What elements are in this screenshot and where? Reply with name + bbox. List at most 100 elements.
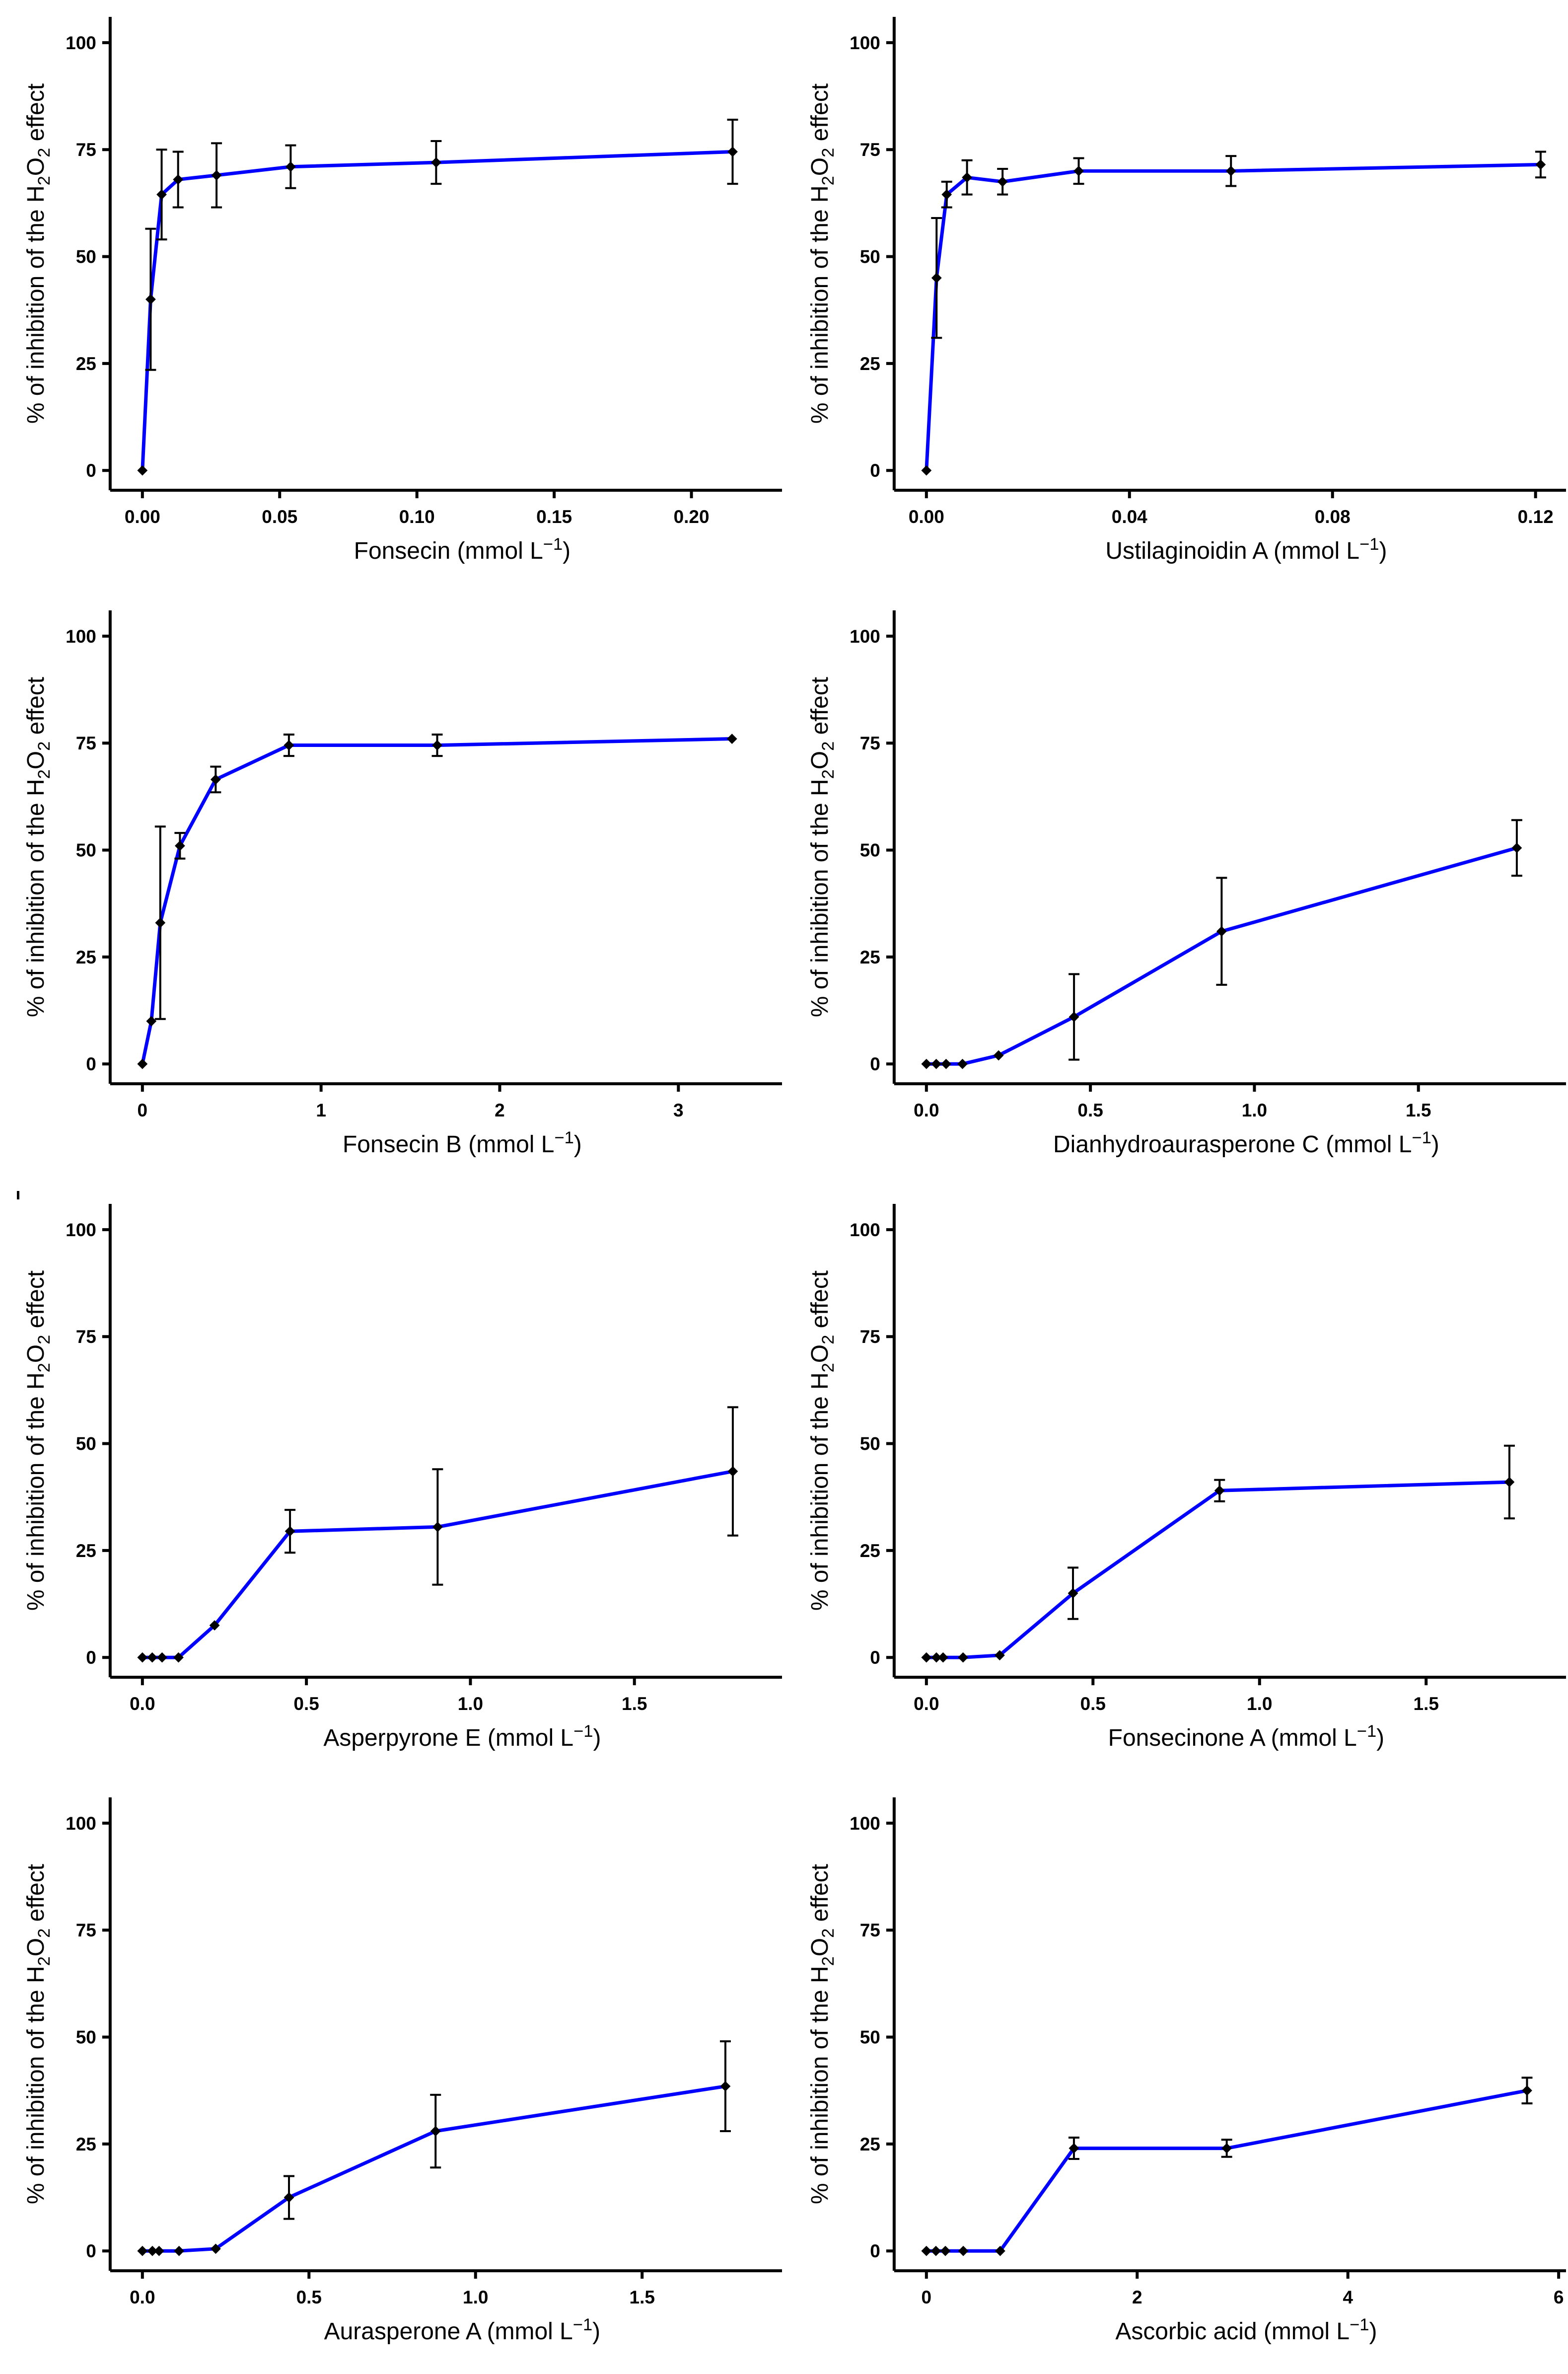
- y-tick-label: 25: [860, 1541, 880, 1561]
- x-tick-label: 1.5: [1406, 1100, 1431, 1120]
- x-tick-label: 0.5: [296, 2287, 322, 2307]
- y-axis-title: % of inhibition of the H2O2 effect: [23, 83, 54, 424]
- x-tick-label: 1.0: [463, 2287, 488, 2307]
- data-point: [173, 1652, 184, 1663]
- data-point: [284, 740, 294, 750]
- y-tick-label: 0: [870, 1054, 880, 1074]
- data-point: [284, 2192, 294, 2203]
- chart-panel-asperpyrone-e: 0 25 50 75 100 0.0 0.5 1.0 1.5 Asperpyrone E (mmo…: [0, 1187, 784, 1780]
- y-tick-label: 50: [860, 2027, 880, 2048]
- y-tick-label: 75: [860, 140, 880, 160]
- y-axis-title: % of inhibition of the H2O2 effect: [23, 1864, 54, 2204]
- y-tick-label: 100: [66, 626, 96, 647]
- y-tick-label: 25: [76, 354, 96, 374]
- x-tick-label: 0.0: [914, 1100, 939, 1120]
- x-tick-label: 0.5: [1080, 1694, 1106, 1714]
- data-point: [958, 2245, 969, 2256]
- data-line: [141, 737, 734, 1066]
- x-tick-label: 2: [1132, 2287, 1142, 2307]
- y-tick-label: 0: [86, 460, 96, 481]
- y-tick-label: 50: [76, 840, 96, 861]
- data-point: [147, 1652, 158, 1663]
- y-tick-label: 100: [850, 33, 880, 53]
- stray-mark: [17, 1191, 19, 1199]
- x-tick-label: 3: [673, 1100, 684, 1120]
- data-point: [1073, 165, 1084, 176]
- data-point: [432, 1522, 443, 1532]
- x-tick-label: 0.10: [399, 507, 435, 527]
- chart-ustilaginoidin-a: 0 25 50 75 100 0.00 0.04 0.08 0.12 Ustilaginoidin…: [807, 16, 1567, 564]
- x-tick-label: 0.08: [1315, 507, 1351, 527]
- data-point: [430, 2126, 441, 2137]
- chart-fonsecin-b: 0 25 50 75 100 0 1 2 3 Fonsecin B (mmol L−1) % of …: [23, 610, 783, 1158]
- data-point: [145, 294, 156, 305]
- data-point: [156, 189, 167, 200]
- x-tick-label: 0.15: [536, 507, 572, 527]
- data-point: [1069, 1012, 1079, 1022]
- y-tick-label: 75: [76, 1920, 96, 1940]
- y-tick-label: 100: [850, 626, 880, 647]
- x-tick-label: 0.05: [262, 507, 297, 527]
- data-point: [137, 465, 148, 476]
- data-point: [962, 172, 973, 183]
- data-point: [211, 170, 222, 181]
- chart-aurasperone-a: 0 25 50 75 100 0.0 0.5 1.0 1.5 Aurasperone A (mmo…: [23, 1797, 783, 2345]
- x-tick-label: 1.0: [458, 1694, 483, 1714]
- data-point: [210, 774, 221, 785]
- x-tick-label: 1.0: [1242, 1100, 1267, 1120]
- data-point: [153, 2245, 164, 2256]
- data-point: [1221, 2143, 1232, 2153]
- y-tick-label: 50: [860, 1434, 880, 1454]
- y-tick-label: 25: [860, 947, 880, 967]
- x-tick-label: 0.20: [674, 507, 710, 527]
- y-tick-label: 75: [76, 733, 96, 753]
- data-point: [921, 465, 932, 476]
- chart-dianhydroaurasperone-c: 0 25 50 75 100 0.0 0.5 1.0 1.5 Dianhydroauraspero…: [807, 610, 1567, 1158]
- data-point: [940, 2245, 951, 2256]
- x-axis-title: Fonsecinone A (mmol L−1): [1108, 1722, 1385, 1751]
- y-axis-title: % of inhibition of the H2O2 effect: [807, 83, 838, 424]
- x-tick-label: 1.5: [630, 2287, 655, 2307]
- data-point: [726, 734, 737, 744]
- chart-panel-ascorbic-acid: 0 25 50 75 100 0 2 4 6 Ascorbic acid (mmol L−1) % …: [784, 1780, 1568, 2374]
- y-tick-label: 75: [860, 1327, 880, 1347]
- chart-fonsecinone-a: 0 25 50 75 100 0.0 0.5 1.0 1.5 Fonsecinone A (mmo…: [807, 1203, 1567, 1751]
- data-point: [1535, 159, 1546, 170]
- x-tick-label: 0.0: [914, 1694, 939, 1714]
- data-point: [155, 917, 166, 928]
- data-point: [941, 1058, 951, 1069]
- data-point: [137, 1652, 148, 1663]
- data-point: [174, 840, 185, 851]
- y-axis-title: % of inhibition of the H2O2 effect: [23, 677, 54, 1017]
- chart-panel-ustilaginoidin-a: 0 25 50 75 100 0.00 0.04 0.08 0.12 Ustilaginoidin…: [784, 0, 1568, 594]
- data-point: [995, 1650, 1005, 1661]
- data-point: [1216, 926, 1227, 937]
- data-point: [157, 1652, 167, 1663]
- data-line: [925, 162, 1543, 472]
- y-axis-title: % of inhibition of the H2O2 effect: [807, 677, 838, 1017]
- x-tick-label: 0.5: [293, 1694, 319, 1714]
- data-point: [931, 1058, 942, 1069]
- x-axis-title: Fonsecin B (mmol L−1): [343, 1128, 582, 1158]
- chart-fonsecin: 0 25 50 75 100 0.00 0.05 0.10 0.15 0.20 Fonsecin (…: [23, 16, 783, 564]
- data-point: [146, 1016, 157, 1027]
- data-point: [137, 2245, 148, 2256]
- data-point: [1068, 1588, 1078, 1599]
- data-point: [727, 147, 738, 157]
- data-point: [1225, 165, 1236, 176]
- x-tick-label: 1.5: [1414, 1694, 1439, 1714]
- y-tick-label: 0: [870, 2241, 880, 2261]
- data-point: [727, 1466, 738, 1477]
- x-tick-label: 0.0: [130, 2287, 155, 2307]
- chart-ascorbic-acid: 0 25 50 75 100 0 2 4 6 Ascorbic acid (mmol L−1) % …: [807, 1797, 1567, 2345]
- chart-panel-aurasperone-a: 0 25 50 75 100 0.0 0.5 1.0 1.5 Aurasperone A (mmo…: [0, 1780, 784, 2374]
- data-point: [995, 2245, 1005, 2256]
- data-point: [997, 176, 1008, 187]
- y-tick-label: 25: [76, 2134, 96, 2154]
- y-tick-label: 75: [860, 733, 880, 753]
- x-axis-title: Asperpyrone E (mmol L−1): [323, 1722, 601, 1751]
- data-point: [720, 2081, 731, 2092]
- y-tick-label: 75: [76, 1327, 96, 1347]
- x-axis-title: Ascorbic acid (mmol L−1): [1115, 2315, 1377, 2345]
- x-tick-label: 6: [1554, 2287, 1564, 2307]
